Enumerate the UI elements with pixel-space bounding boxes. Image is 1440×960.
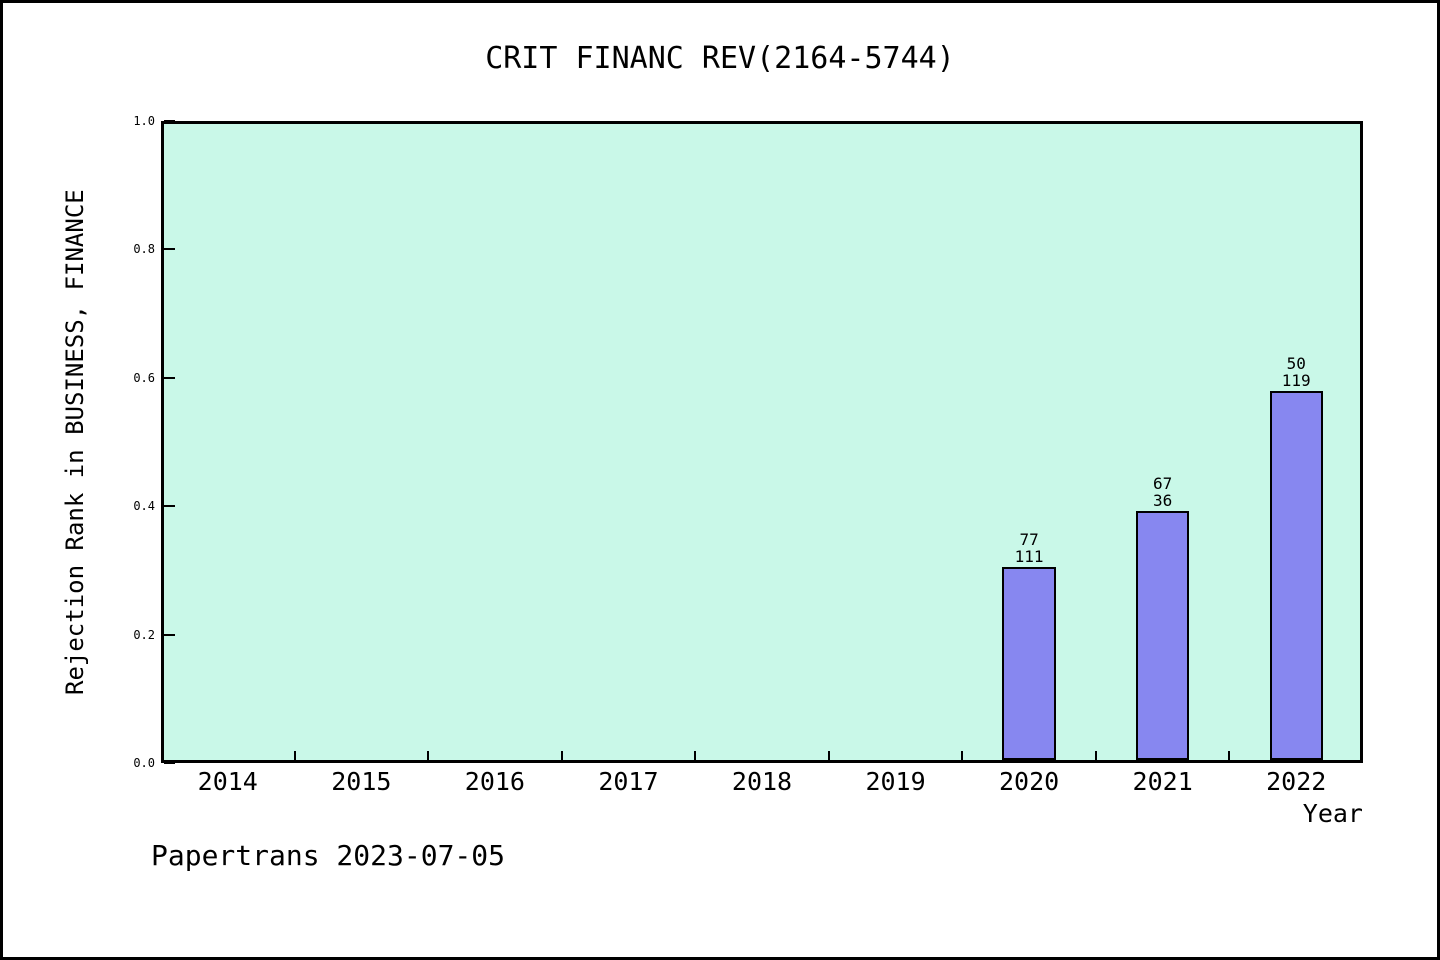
chart-title: CRIT FINANC REV(2164-5744) (485, 41, 955, 76)
x-tick-label: 2020 (999, 767, 1060, 796)
y-tick-mark (164, 633, 175, 636)
watermark-text: Papertrans 2023-07-05 (151, 839, 506, 872)
x-tick-label: 2014 (197, 767, 258, 796)
y-tick-label: 0.2 (133, 627, 155, 642)
x-tick-label: 2022 (1266, 767, 1327, 796)
x-tick-mark (827, 751, 830, 760)
bar-annotation-line: 111 (1014, 547, 1044, 567)
x-tick-mark (293, 751, 296, 760)
y-axis-label: Rejection Rank in BUSINESS, FINANCE (61, 189, 89, 695)
bar-annotation-line: 77 (1019, 530, 1039, 550)
bar-annotation-line: 36 (1153, 491, 1173, 511)
x-tick-label: 2018 (731, 767, 793, 796)
y-tick-label: 0.0 (133, 756, 155, 770)
y-tick-mark (164, 762, 175, 764)
y-tick-label: 0.6 (133, 370, 155, 385)
y-tick-mark (164, 248, 175, 251)
bar-annotation-line: 50 (1286, 354, 1306, 374)
x-tick-label: 2019 (865, 767, 926, 796)
x-tick-mark (961, 751, 964, 760)
y-tick-label: 0.4 (133, 499, 155, 514)
y-tick-label: 0.8 (133, 242, 155, 257)
y-tick-mark (164, 505, 175, 508)
bar-annotation-2022: 50 119 (1226, 355, 1366, 389)
x-tick-mark (694, 751, 697, 760)
x-tick-mark (560, 751, 563, 760)
bar-2022 (1269, 391, 1323, 760)
bar-2020 (1002, 567, 1056, 760)
x-tick-label: 2015 (331, 767, 392, 796)
bar-annotation-2021: 67 36 (1093, 475, 1233, 509)
x-tick-mark (1228, 751, 1231, 760)
y-tick-mark (164, 120, 175, 122)
x-tick-mark (427, 751, 430, 760)
x-axis-label: Year (1302, 799, 1363, 828)
bar-2021 (1135, 511, 1190, 760)
bar-annotation-2020: 77 111 (959, 531, 1099, 565)
y-tick-mark (164, 376, 175, 379)
x-tick-label: 2017 (598, 767, 659, 796)
bar-annotation-line: 119 (1281, 371, 1311, 391)
x-tick-label: 2021 (1132, 767, 1193, 796)
x-tick-label: 2016 (464, 767, 525, 796)
x-tick-mark (1094, 751, 1097, 760)
y-tick-label: 1.0 (133, 114, 155, 128)
bar-annotation-line: 67 (1153, 474, 1173, 494)
